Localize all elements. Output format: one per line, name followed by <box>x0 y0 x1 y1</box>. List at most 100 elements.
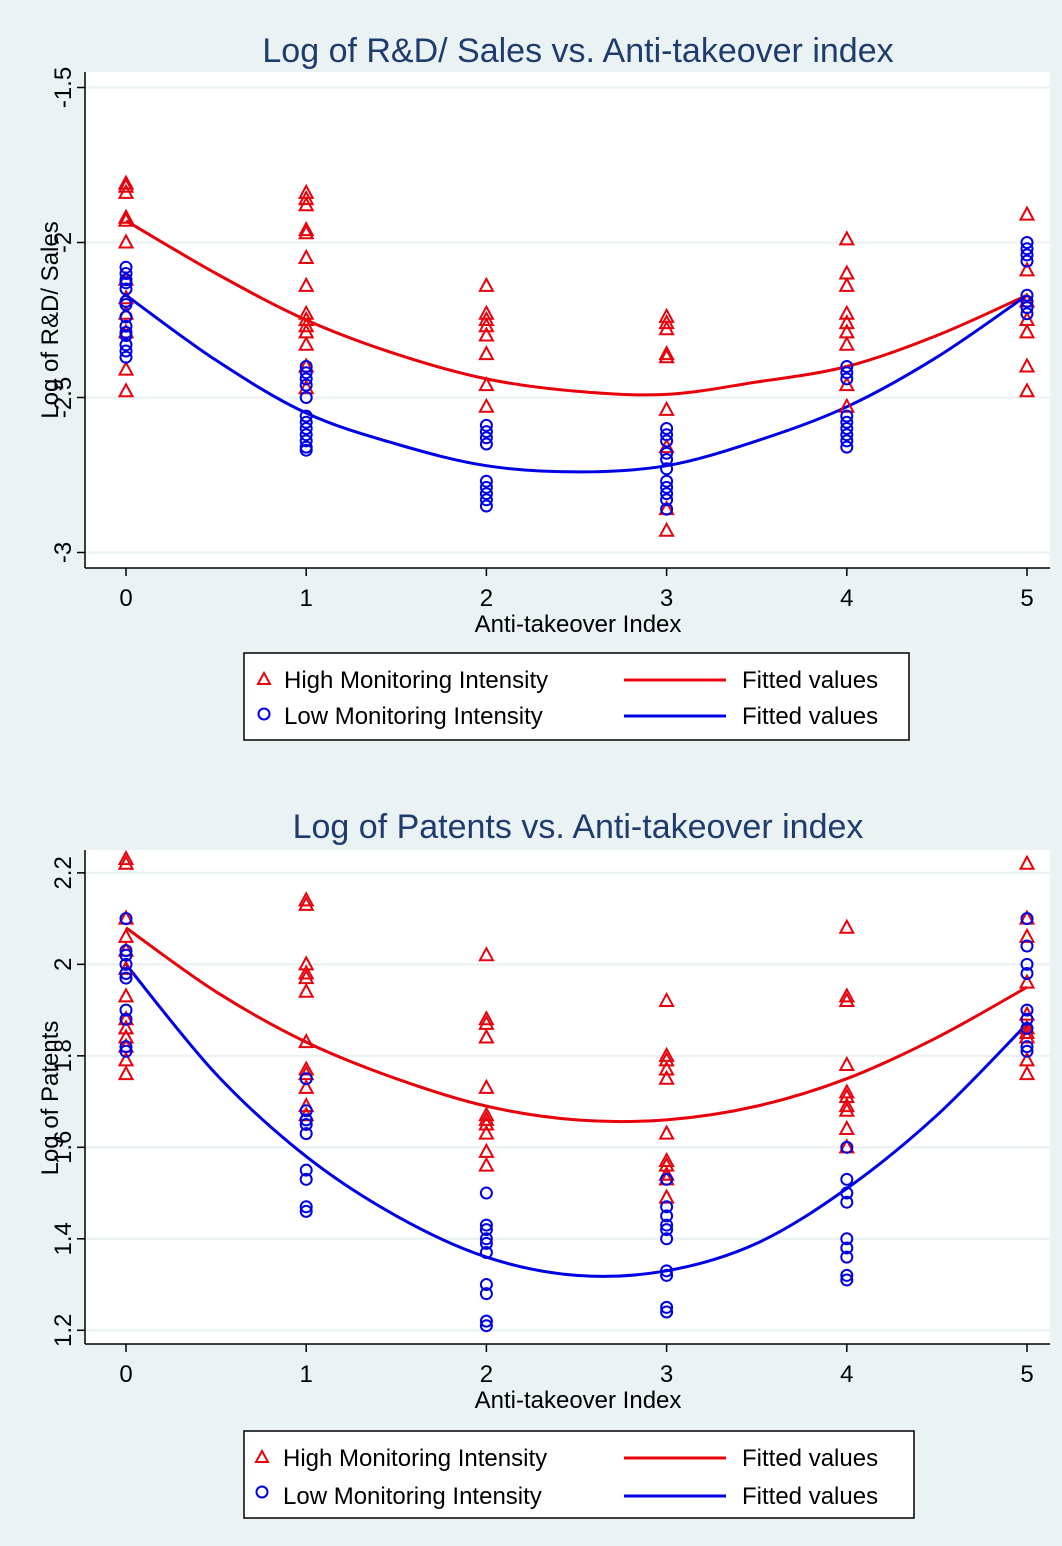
low-monitoring-point <box>119 298 133 311</box>
high-monitoring-point <box>1018 382 1036 398</box>
high-monitoring-point <box>1018 261 1036 277</box>
low-monitoring-point <box>299 1163 313 1177</box>
high-monitoring-point <box>1018 1028 1036 1044</box>
low-monitoring-point <box>660 434 674 448</box>
low-monitoring-point <box>119 338 133 352</box>
low-monitoring-point <box>840 434 854 448</box>
low-monitoring-point <box>479 1218 493 1232</box>
low-monitoring-point <box>299 360 313 373</box>
low-monitoring-point <box>119 267 133 280</box>
low-monitoring-point <box>299 422 313 435</box>
low-monitoring-point <box>479 437 493 451</box>
high-monitoring-point <box>298 317 315 333</box>
legend-high-label: High Monitoring Intensity <box>284 667 548 694</box>
y-tick-label: 1.8 <box>50 1039 77 1072</box>
low-monitoring-point <box>840 440 854 454</box>
low-monitoring-point <box>1020 1021 1034 1035</box>
low-monitoring-point <box>299 409 313 423</box>
chart-title: Log of R&D/ Sales vs. Anti-takeover inde… <box>262 32 893 70</box>
high-monitoring-point <box>658 348 675 364</box>
fitted-line-high <box>125 926 1028 1124</box>
low-monitoring-point <box>840 1186 854 1200</box>
low-monitoring-point <box>1020 939 1034 953</box>
high-monitoring-point <box>658 1051 675 1067</box>
low-monitoring-point <box>840 422 854 435</box>
legend: High Monitoring Intensity Low Monitoring… <box>243 652 910 741</box>
y-axis-label: Log of R&D/ Sales <box>37 221 64 418</box>
low-monitoring-point <box>299 378 313 392</box>
high-monitoring-point <box>658 991 675 1007</box>
low-monitoring-point <box>479 1232 493 1246</box>
high-monitoring-point <box>298 196 315 212</box>
low-monitoring-point <box>119 350 133 364</box>
high-monitoring-point <box>478 310 495 326</box>
high-monitoring-point <box>658 345 675 361</box>
legend-high-marker <box>256 670 272 685</box>
low-monitoring-point <box>119 329 133 342</box>
y-tick-label: 1.2 <box>50 1314 77 1347</box>
low-monitoring-point <box>840 360 854 373</box>
high-monitoring-point <box>117 382 135 398</box>
high-monitoring-point <box>1018 1065 1036 1081</box>
low-monitoring-point <box>660 1305 674 1319</box>
low-monitoring-point <box>479 493 493 507</box>
low-monitoring-point <box>299 391 313 404</box>
low-monitoring-point <box>299 1204 313 1218</box>
low-monitoring-point <box>660 493 674 507</box>
high-monitoring-point <box>658 521 675 537</box>
low-monitoring-point <box>479 1314 493 1328</box>
high-monitoring-point <box>117 174 135 190</box>
high-monitoring-point <box>838 987 855 1003</box>
high-monitoring-point <box>298 221 315 237</box>
high-monitoring-point <box>117 233 135 249</box>
high-monitoring-point <box>658 1188 675 1204</box>
low-monitoring-point <box>299 1072 313 1086</box>
high-monitoring-point <box>478 1156 495 1172</box>
low-monitoring-point <box>660 1200 674 1214</box>
low-monitoring-point <box>1020 967 1034 980</box>
low-monitoring-point <box>660 502 674 516</box>
legend-box <box>243 652 910 741</box>
low-monitoring-point <box>299 428 313 442</box>
low-monitoring-point <box>1020 288 1034 302</box>
high-monitoring-point <box>838 1119 855 1136</box>
low-monitoring-point <box>840 372 854 386</box>
high-monitoring-point <box>838 1101 855 1117</box>
low-monitoring-point <box>660 446 674 460</box>
chart-svg-patents: Log of Patents vs. Anti-takeover index L… <box>37 808 1050 1519</box>
low-monitoring-point <box>840 1140 854 1154</box>
low-monitoring-point <box>479 474 493 488</box>
high-monitoring-point <box>838 304 855 320</box>
high-monitoring-point <box>117 211 135 227</box>
legend-low-marker <box>257 707 271 721</box>
low-monitoring-point <box>299 1104 313 1118</box>
high-monitoring-point <box>117 987 135 1003</box>
low-monitoring-point <box>660 480 674 494</box>
x-tick-label: 0 <box>119 1361 132 1388</box>
y-tick-label: 1.6 <box>50 1131 77 1164</box>
low-monitoring-point <box>479 1246 493 1260</box>
fitted-line-low <box>125 293 1028 474</box>
x-tick-label: 2 <box>480 1361 493 1388</box>
x-tick-label: 0 <box>119 585 132 612</box>
y-tick-label: 2 <box>50 958 77 971</box>
low-monitoring-point <box>119 276 133 290</box>
low-monitoring-point <box>119 957 133 971</box>
high-monitoring-point <box>117 1028 135 1044</box>
low-monitoring-point <box>119 282 133 296</box>
high-monitoring-point <box>658 320 675 336</box>
legend-high-fit-label: Fitted values <box>742 1445 878 1472</box>
x-tick-label: 2 <box>480 585 493 612</box>
low-monitoring-point <box>840 409 854 423</box>
low-monitoring-point <box>119 971 133 985</box>
x-axis-label: Anti-takeover Index <box>475 611 682 638</box>
y-tick-label: 2.2 <box>50 856 77 889</box>
y-tick-label: -1.5 <box>50 67 77 108</box>
low-monitoring-point <box>299 1172 313 1186</box>
high-monitoring-point <box>298 248 315 264</box>
high-monitoring-point <box>478 345 495 361</box>
x-tick-label: 3 <box>660 585 673 612</box>
high-monitoring-point <box>478 1106 495 1122</box>
low-monitoring-point <box>840 1273 854 1287</box>
low-monitoring-point <box>1020 912 1034 926</box>
